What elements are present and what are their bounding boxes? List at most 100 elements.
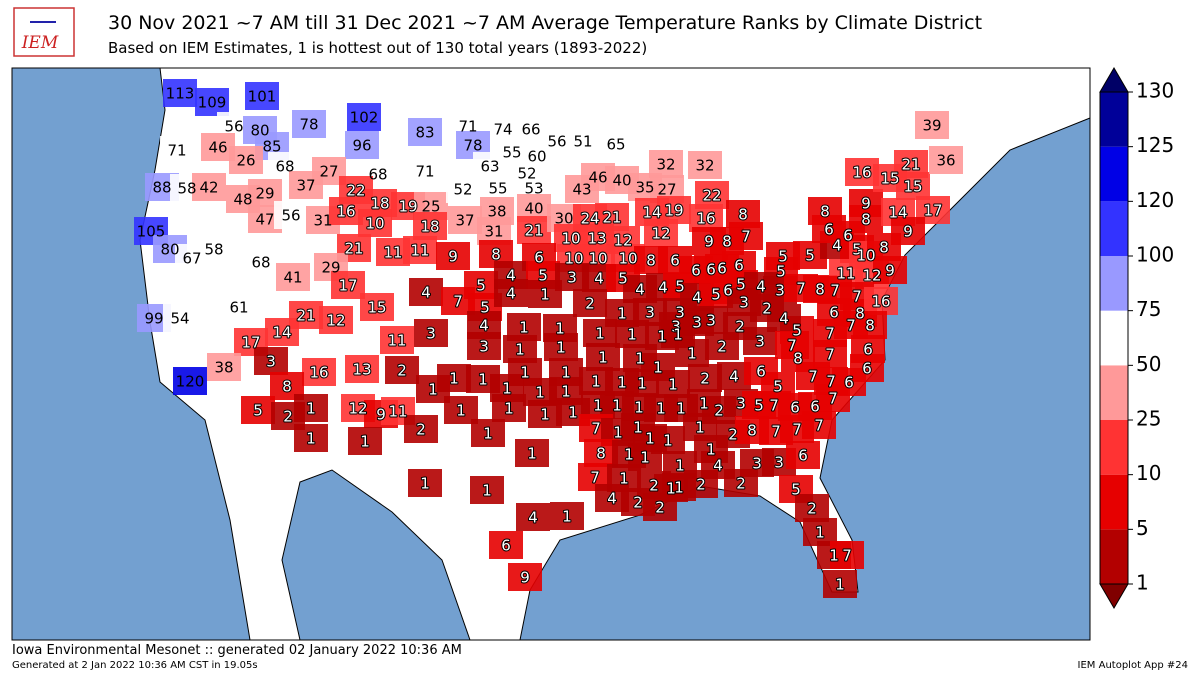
rank-label: 68 xyxy=(275,158,294,176)
rank-label: 11 xyxy=(387,332,406,350)
colorbar-tick-label: 5 xyxy=(1136,516,1149,540)
rank-label: 1 xyxy=(673,326,683,344)
rank-label: 5 xyxy=(791,481,801,499)
rank-label: 7 xyxy=(741,228,751,246)
rank-label: 3 xyxy=(774,454,784,472)
rank-label: 1 xyxy=(645,430,655,448)
rank-label: 11 xyxy=(410,242,429,260)
rank-label: 5 xyxy=(792,322,802,340)
rank-label: 7 xyxy=(852,288,862,306)
rank-label: 1 xyxy=(449,370,459,388)
rank-label: 80 xyxy=(250,122,269,140)
rank-label: 9 xyxy=(376,406,386,424)
rank-label: 27 xyxy=(319,163,338,181)
district xyxy=(643,493,677,521)
rank-label: 40 xyxy=(612,172,631,190)
colorbar: 1 5 10 25 50 75 100 120 125 130 xyxy=(1099,67,1174,609)
rank-label: 56 xyxy=(547,133,566,151)
rank-label: 54 xyxy=(170,310,189,328)
district xyxy=(347,103,381,131)
rank-label: 1 xyxy=(562,508,572,526)
rank-label: 1 xyxy=(617,374,627,392)
rank-label: 1 xyxy=(676,400,686,418)
district xyxy=(830,541,864,569)
rank-label: 2 xyxy=(397,362,407,380)
rank-label: 14 xyxy=(272,324,291,342)
rank-label: 58 xyxy=(204,241,223,259)
colorbar-tick-label: 10 xyxy=(1136,461,1161,485)
rank-label: 1 xyxy=(640,449,650,467)
rank-label: 9 xyxy=(861,195,871,213)
district xyxy=(163,304,197,332)
district xyxy=(566,127,600,155)
rank-label: 18 xyxy=(420,218,439,236)
rank-label: 3 xyxy=(775,282,785,300)
rank-label: 12 xyxy=(613,232,632,250)
district xyxy=(437,364,471,392)
rank-label: 2 xyxy=(696,476,706,494)
rank-label: 52 xyxy=(517,165,536,183)
district xyxy=(675,339,709,367)
rank-label: 2 xyxy=(736,475,746,493)
district xyxy=(292,110,326,138)
rank-label: 10 xyxy=(618,250,637,268)
rank-label: 68 xyxy=(251,254,270,272)
district xyxy=(222,293,256,321)
rank-label: 6 xyxy=(706,261,716,279)
rank-label: 8 xyxy=(855,305,865,323)
rank-label: 96 xyxy=(352,137,371,155)
rank-label: 16 xyxy=(696,210,715,228)
rank-label: 38 xyxy=(487,203,506,221)
rank-label: 4 xyxy=(528,509,538,527)
district xyxy=(583,319,617,347)
rank-label: 2 xyxy=(807,500,817,518)
rank-label: 9 xyxy=(885,262,895,280)
rank-label: 15 xyxy=(903,178,922,196)
district xyxy=(508,563,542,591)
district xyxy=(644,219,678,247)
rank-label: 7 xyxy=(787,337,797,355)
rank-label: 12 xyxy=(326,312,345,330)
rank-label: 25 xyxy=(421,198,440,216)
rank-label: 1 xyxy=(687,345,697,363)
rank-label: 5 xyxy=(711,286,721,304)
rank-label: 3 xyxy=(692,314,702,332)
rank-label: 7 xyxy=(814,417,824,435)
rank-label: 37 xyxy=(455,212,474,230)
rank-label: 56 xyxy=(281,207,300,225)
rank-label: 1 xyxy=(540,286,550,304)
rank-label: 71 xyxy=(415,163,434,181)
rank-label: 3 xyxy=(706,312,716,330)
rank-label: 1 xyxy=(699,395,709,413)
district xyxy=(409,278,443,306)
colorbar-frame xyxy=(1099,91,1129,585)
rank-label: 32 xyxy=(695,157,714,175)
rank-label: 6 xyxy=(843,227,853,245)
rank-label: 8 xyxy=(282,378,292,396)
colorbar-band xyxy=(1100,420,1128,475)
rank-label: 2 xyxy=(728,426,738,444)
rank-label: 56 xyxy=(224,118,243,136)
rank-label: 1 xyxy=(535,384,545,402)
colorbar-extend xyxy=(1099,67,1129,93)
rank-label: 4 xyxy=(832,237,842,255)
district xyxy=(494,279,528,307)
rank-label: 7 xyxy=(808,368,818,386)
rank-label: 85 xyxy=(262,138,281,156)
district xyxy=(767,304,801,332)
rank-label: 8 xyxy=(793,350,803,368)
rank-label: 2 xyxy=(633,494,643,512)
district xyxy=(915,111,949,139)
rank-label: 4 xyxy=(479,317,489,335)
district xyxy=(586,343,620,371)
rank-label: 1 xyxy=(619,470,629,488)
colorbar-band xyxy=(1100,529,1128,584)
footer-source: Iowa Environmental Mesonet :: generated … xyxy=(12,643,462,658)
colorbar-extend xyxy=(1099,583,1129,609)
rank-label: 6 xyxy=(844,374,854,392)
rank-label: 6 xyxy=(734,257,744,275)
rank-label: 2 xyxy=(700,370,710,388)
rank-label: 8 xyxy=(491,246,501,264)
colorbar-band xyxy=(1100,201,1128,256)
